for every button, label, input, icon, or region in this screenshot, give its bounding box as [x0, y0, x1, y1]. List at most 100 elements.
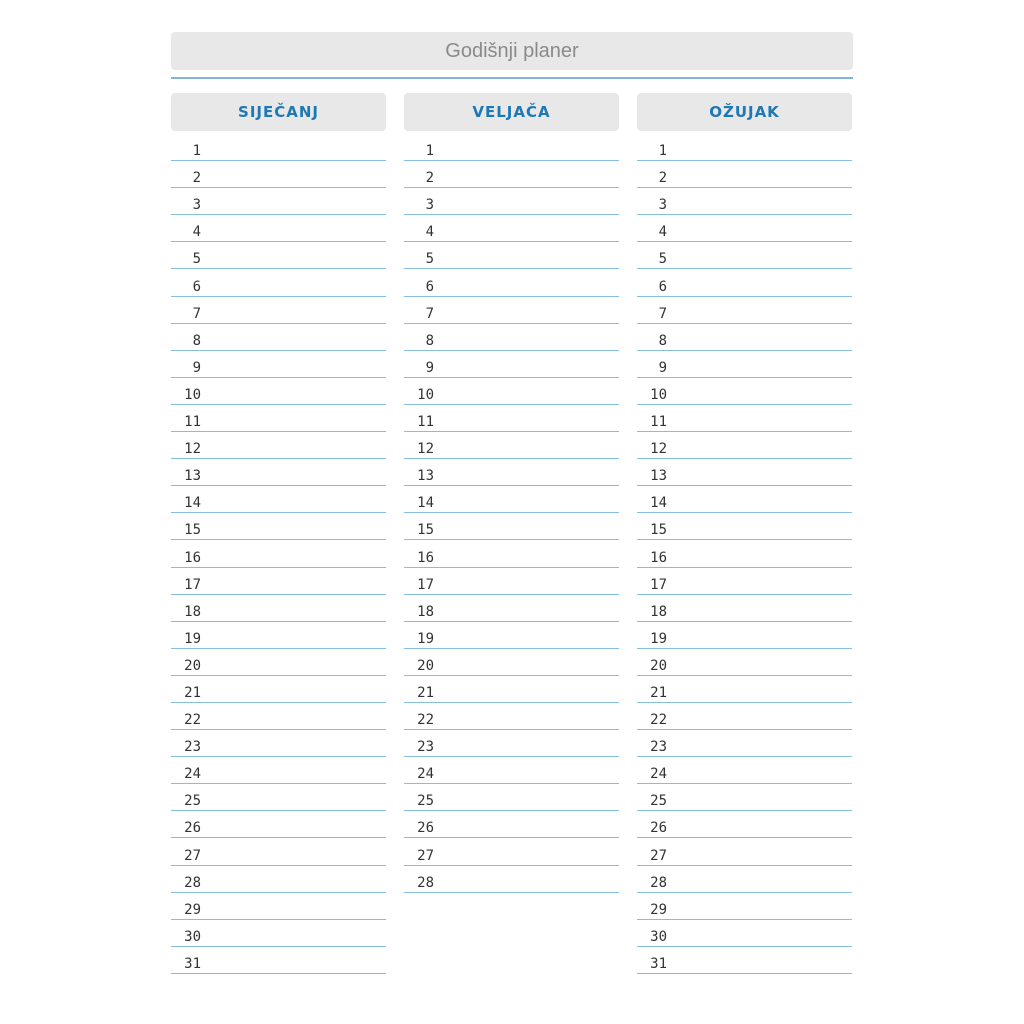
day-row[interactable]: 11	[637, 405, 852, 433]
day-row[interactable]: 1	[404, 134, 619, 162]
day-number: 23	[184, 739, 201, 756]
day-row[interactable]: 18	[404, 595, 619, 622]
day-row[interactable]: 29	[171, 893, 386, 920]
day-row[interactable]: 22	[171, 703, 386, 731]
day-row[interactable]: 24	[171, 757, 386, 785]
day-row[interactable]: 18	[637, 595, 852, 622]
day-row[interactable]: 25	[637, 784, 852, 812]
day-row[interactable]: 16	[637, 540, 852, 568]
day-row[interactable]: 1	[171, 134, 386, 162]
day-row[interactable]: 25	[404, 784, 619, 812]
day-row[interactable]: 3	[404, 188, 619, 216]
day-row[interactable]: 27	[171, 838, 386, 866]
day-row[interactable]: 19	[637, 622, 852, 649]
day-number: 31	[184, 955, 201, 972]
day-row[interactable]: 8	[171, 324, 386, 351]
day-row[interactable]: 6	[637, 269, 852, 297]
day-row[interactable]: 22	[404, 703, 619, 731]
day-row[interactable]: 6	[171, 269, 386, 297]
day-row[interactable]: 8	[404, 324, 619, 351]
day-row[interactable]: 5	[404, 242, 619, 270]
day-row[interactable]: 4	[637, 215, 852, 243]
day-row[interactable]: 9	[171, 351, 386, 378]
day-row[interactable]: 28	[404, 866, 619, 893]
day-row[interactable]: 20	[171, 649, 386, 676]
day-row[interactable]: 2	[404, 161, 619, 189]
day-row[interactable]: 30	[171, 920, 386, 947]
day-row[interactable]: 10	[404, 378, 619, 405]
day-row[interactable]: 26	[637, 811, 852, 839]
day-row[interactable]: 25	[171, 784, 386, 812]
day-row[interactable]: 9	[404, 351, 619, 378]
day-row[interactable]: 17	[637, 568, 852, 595]
day-row[interactable]: 28	[171, 866, 386, 893]
day-row[interactable]: 27	[637, 838, 852, 866]
day-row[interactable]: 5	[637, 242, 852, 270]
day-number: 21	[184, 684, 201, 701]
day-number: 28	[417, 874, 434, 891]
day-row[interactable]: 16	[171, 540, 386, 568]
day-row[interactable]: 3	[637, 188, 852, 216]
day-row[interactable]: 6	[404, 269, 619, 297]
day-row[interactable]: 13	[171, 459, 386, 487]
day-row[interactable]: 29	[637, 893, 852, 920]
day-row[interactable]: 21	[637, 676, 852, 703]
day-row[interactable]: 14	[637, 486, 852, 514]
day-row[interactable]: 20	[637, 649, 852, 676]
day-row[interactable]: 5	[171, 242, 386, 270]
day-row[interactable]: 23	[171, 730, 386, 758]
day-row[interactable]: 14	[404, 486, 619, 514]
day-row[interactable]: 9	[637, 351, 852, 378]
day-row[interactable]: 16	[404, 540, 619, 568]
day-row[interactable]: 17	[171, 568, 386, 595]
day-row[interactable]: 15	[637, 513, 852, 541]
month-column-february: VELJAČA 1 2 3 4 5 6 7 8 9 10 11 12 13 14 15 16 17 18 19 20 2…	[404, 93, 619, 893]
day-row[interactable]: 10	[171, 378, 386, 405]
day-row[interactable]: 4	[404, 215, 619, 243]
day-row[interactable]: 27	[404, 838, 619, 866]
day-row[interactable]: 1	[637, 134, 852, 162]
day-number: 31	[650, 955, 667, 972]
day-row[interactable]: 30	[637, 920, 852, 947]
day-row[interactable]: 10	[637, 378, 852, 405]
day-row[interactable]: 7	[637, 297, 852, 324]
day-row[interactable]: 19	[404, 622, 619, 649]
day-row[interactable]: 13	[404, 459, 619, 487]
day-row[interactable]: 8	[637, 324, 852, 351]
day-number: 13	[184, 468, 201, 485]
day-row[interactable]: 20	[404, 649, 619, 676]
day-row[interactable]: 28	[637, 866, 852, 893]
day-row[interactable]: 3	[171, 188, 386, 216]
day-row[interactable]: 4	[171, 215, 386, 243]
day-row[interactable]: 21	[171, 676, 386, 703]
day-row[interactable]: 2	[637, 161, 852, 189]
day-row[interactable]: 17	[404, 568, 619, 595]
day-row[interactable]: 15	[404, 513, 619, 541]
day-number: 11	[650, 414, 667, 431]
day-row[interactable]: 7	[171, 297, 386, 324]
day-row[interactable]: 15	[171, 513, 386, 541]
day-number: 11	[417, 414, 434, 431]
day-row[interactable]: 14	[171, 486, 386, 514]
day-row[interactable]: 11	[404, 405, 619, 433]
day-row[interactable]: 23	[637, 730, 852, 758]
day-row[interactable]: 7	[404, 297, 619, 324]
day-row[interactable]: 31	[171, 947, 386, 974]
day-row[interactable]: 26	[404, 811, 619, 839]
day-row[interactable]: 24	[637, 757, 852, 785]
day-row[interactable]: 12	[404, 432, 619, 460]
day-row[interactable]: 18	[171, 595, 386, 622]
day-row[interactable]: 19	[171, 622, 386, 649]
day-row[interactable]: 26	[171, 811, 386, 839]
day-row[interactable]: 13	[637, 459, 852, 487]
day-row[interactable]: 11	[171, 405, 386, 433]
day-row[interactable]: 23	[404, 730, 619, 758]
day-row[interactable]: 12	[171, 432, 386, 460]
day-row[interactable]: 12	[637, 432, 852, 460]
day-row[interactable]: 2	[171, 161, 386, 189]
day-number: 5	[192, 251, 201, 268]
day-row[interactable]: 31	[637, 947, 852, 974]
day-row[interactable]: 21	[404, 676, 619, 703]
day-row[interactable]: 24	[404, 757, 619, 785]
day-row[interactable]: 22	[637, 703, 852, 731]
